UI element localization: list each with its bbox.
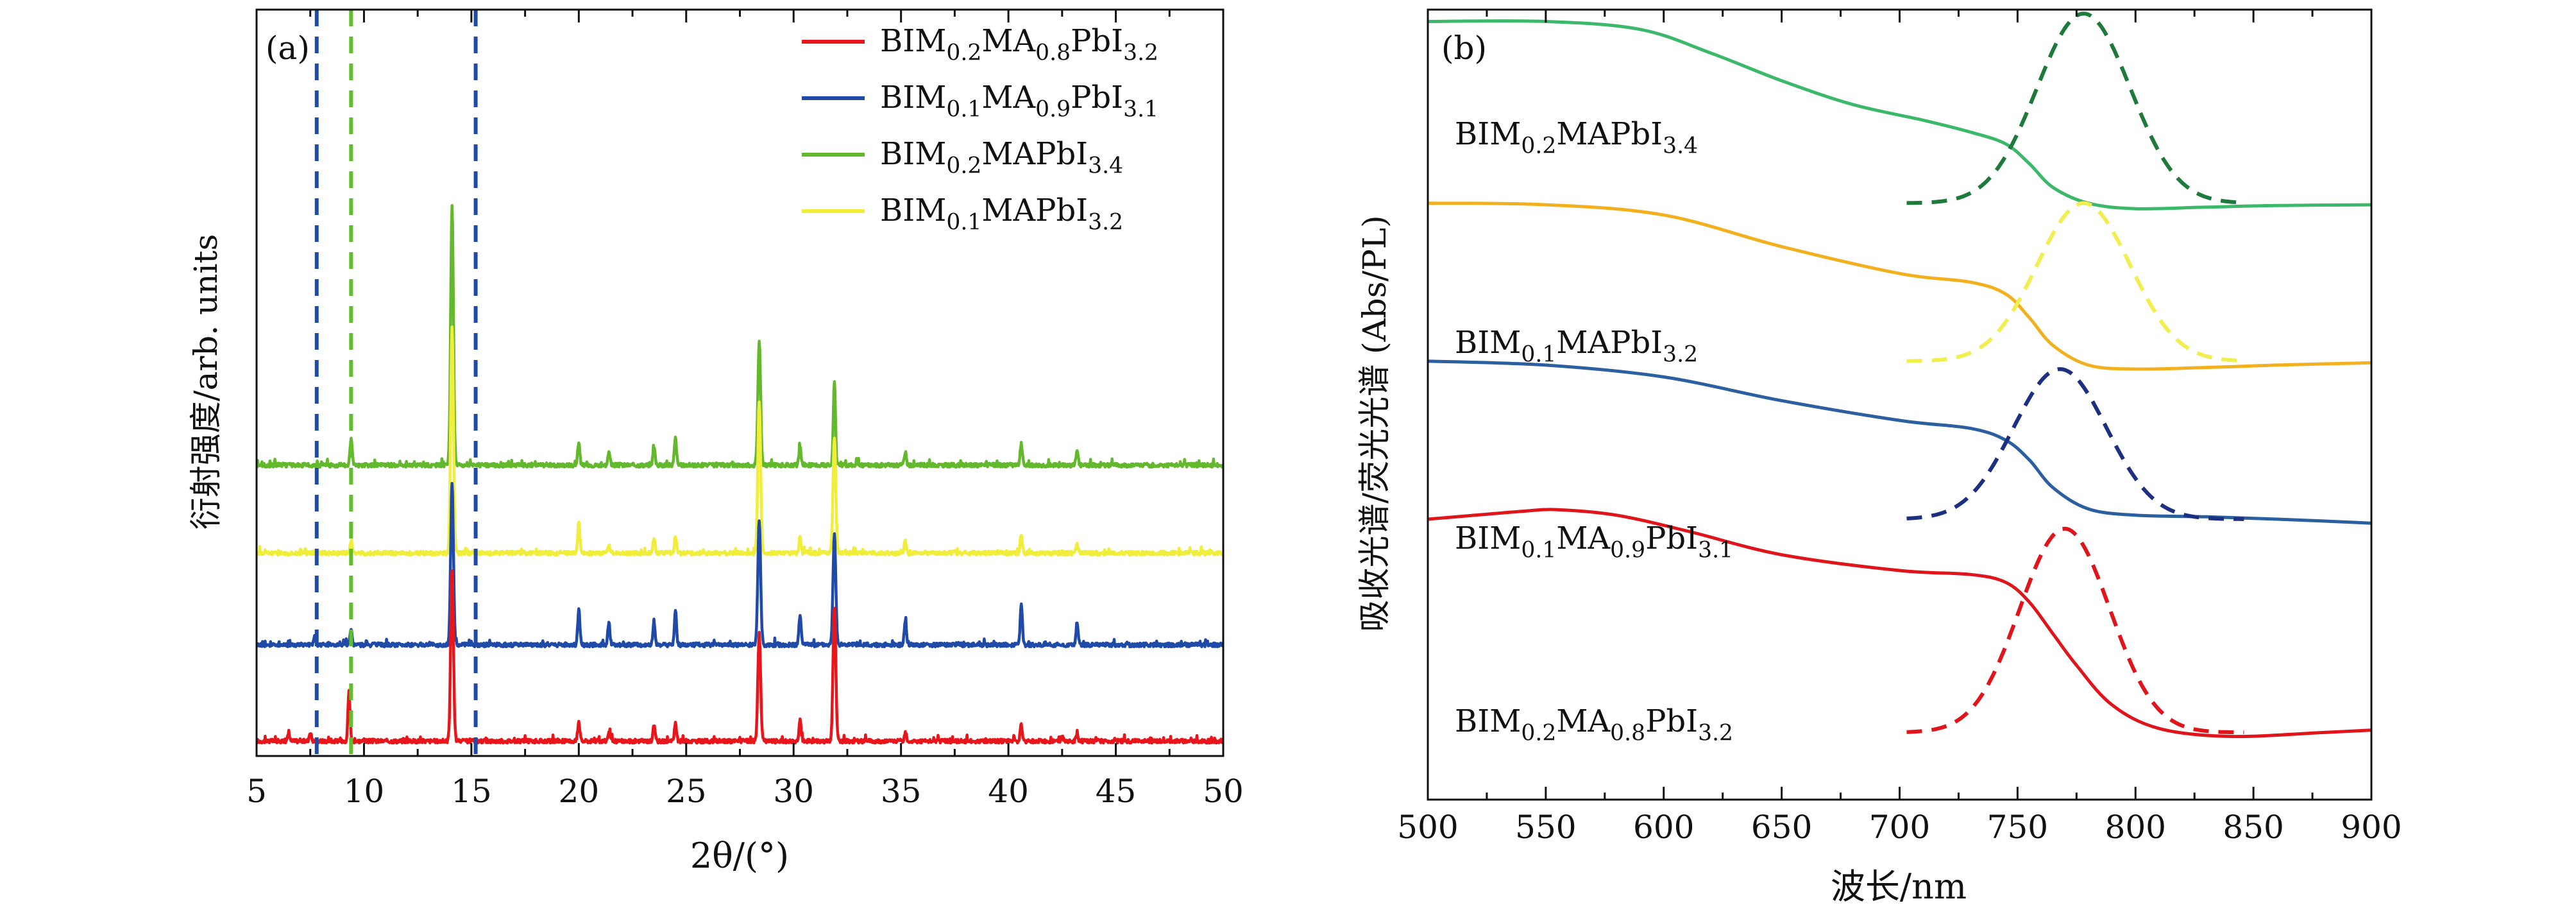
pl-curve-bim0-2mapbi3-4 xyxy=(1906,12,2244,205)
xrd-series-bim0-2mapbi3-4 xyxy=(257,203,1223,469)
legend-label-bim0-1mapbi3-2: BIM0.1MAPbI3.2 xyxy=(880,193,1123,235)
panel-a-legend: BIM0.2MA0.8PbI3.2 BIM0.1MA0.9PbI3.1 BIM0.2… xyxy=(802,23,1158,235)
panel-a-x-ticks: 5 10 15 20 25 30 35 40 45 50 xyxy=(246,10,1244,810)
x-tick-label: 15 xyxy=(451,773,492,810)
pl-curve-bim0-2ma0-8pbi3-2 xyxy=(1906,526,2244,735)
x-tick-label: 500 xyxy=(1397,809,1458,846)
pl-curve-bim0-1mapbi3-2 xyxy=(1906,201,2244,363)
x-tick-label: 600 xyxy=(1633,809,1694,846)
panel-a-x-axis-label: 2θ/(°) xyxy=(690,836,789,876)
panel-a-reference-lines xyxy=(314,10,478,756)
x-tick-label: 650 xyxy=(1751,809,1812,846)
panel-b-series-group xyxy=(1428,12,2371,739)
panel-b-x-ticks: 500 550 600 650 700 750 800 850 900 xyxy=(1397,10,2402,846)
pl-curve-bim0-1ma0-9pbi3-1 xyxy=(1906,367,2244,521)
x-tick-label: 850 xyxy=(2223,809,2284,846)
legend-label-bim0-2ma0-8pbi3-2: BIM0.2MA0.8PbI3.2 xyxy=(880,23,1158,65)
x-tick-label: 5 xyxy=(246,773,267,810)
xrd-series-bim0-1mapbi3-2 xyxy=(257,325,1223,557)
legend-label-bim0-1ma0-9pbi3-1: BIM0.1MA0.9PbI3.1 xyxy=(880,80,1158,122)
x-tick-label: 20 xyxy=(559,773,600,810)
panel-a-series-group xyxy=(257,203,1223,745)
panel-b-absorption-pl: (b) BIM0.2MAPbI3.4 BIM0.1MAPbI3.2 BIM0.1MA… xyxy=(1356,8,2402,907)
xrd-series-bim0-1ma0-9pbi3-1 xyxy=(257,481,1223,649)
abs-curve-bim0-2ma0-8pbi3-2 xyxy=(1428,508,2371,739)
x-tick-label: 45 xyxy=(1096,773,1137,810)
panel-a-label: (a) xyxy=(266,30,310,67)
panel-b-label: (b) xyxy=(1441,30,1487,67)
x-tick-label: 25 xyxy=(666,773,707,810)
xrd-series-bim0-2ma0-8pbi3-2 xyxy=(257,569,1223,745)
x-tick-label: 800 xyxy=(2105,809,2166,846)
x-tick-label: 750 xyxy=(1987,809,2048,846)
x-tick-label: 35 xyxy=(881,773,922,810)
curve-label-bim0-2mapbi3-4: BIM0.2MAPbI3.4 xyxy=(1455,116,1698,159)
panel-a-xrd: (a) BIM0.2MA0.8PbI3.2BIM0.1MA0.9PbI3.1BI… xyxy=(187,8,1244,876)
x-tick-label: 30 xyxy=(773,773,814,810)
legend-label-bim0-2mapbi3-4: BIM0.2MAPbI3.4 xyxy=(880,136,1123,178)
panel-b-x-axis-label: 波长/nm xyxy=(1831,866,1967,907)
x-tick-label: 50 xyxy=(1203,773,1244,810)
curve-label-bim0-1ma0-9pbi3-1: BIM0.1MA0.9PbI3.1 xyxy=(1455,520,1733,563)
abs-curve-bim0-1ma0-9pbi3-1 xyxy=(1428,359,2371,525)
x-tick-label: 40 xyxy=(988,773,1029,810)
x-tick-label: 10 xyxy=(344,773,385,810)
abs-curve-bim0-1mapbi3-2 xyxy=(1428,202,2371,371)
panel-a-y-axis-label: 衍射强度/arb. units xyxy=(187,234,225,530)
curve-label-bim0-1mapbi3-2: BIM0.1MAPbI3.2 xyxy=(1455,325,1698,367)
x-tick-label: 700 xyxy=(1869,809,1930,846)
x-tick-label: 900 xyxy=(2341,809,2402,846)
panel-b-frame xyxy=(1427,8,2373,801)
panel-a-frame xyxy=(255,8,1224,757)
panel-b-y-axis-label: 吸收光谱/荧光光谱 (Abs/PL) xyxy=(1356,215,1393,631)
x-tick-label: 550 xyxy=(1515,809,1576,846)
panel-b-curve-labels: BIM0.2MAPbI3.4 BIM0.1MAPbI3.2 BIM0.1MA0.9P… xyxy=(1455,116,1733,746)
abs-curve-bim0-2mapbi3-4 xyxy=(1428,19,2371,210)
curve-label-bim0-2ma0-8pbi3-2: BIM0.2MA0.8PbI3.2 xyxy=(1455,703,1733,746)
